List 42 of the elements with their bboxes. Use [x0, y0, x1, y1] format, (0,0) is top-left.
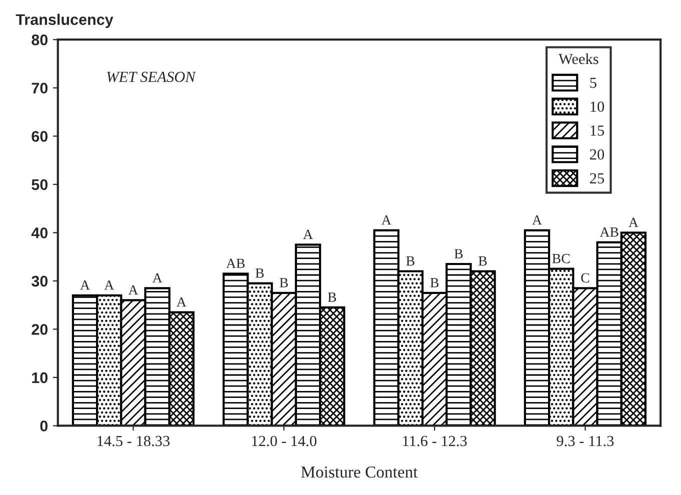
y-tick-label: 20 [32, 324, 48, 335]
y-tick-label: 70 [32, 82, 48, 94]
y-tick-label: 80 [32, 34, 48, 46]
data-label: B [328, 292, 336, 302]
data-label: A [152, 273, 162, 282]
y-tick-label: 50 [32, 179, 48, 190]
data-label: AB [600, 227, 618, 237]
data-label: AB [226, 258, 245, 268]
data-label: B [454, 249, 463, 258]
x-axis-title: Moisture Content [301, 466, 418, 478]
legend-label: 20 [590, 149, 604, 160]
data-label: A [381, 215, 392, 224]
legend-label: 5 [590, 78, 596, 88]
y-tick-label: 30 [32, 276, 48, 287]
data-label: A [104, 280, 114, 290]
data-label: A [532, 215, 542, 224]
y-axis-title: Translucency [16, 14, 114, 28]
data-label: A [303, 230, 313, 239]
legend-title: Weeks [558, 53, 598, 64]
data-label: A [176, 297, 186, 307]
legend-label: 25 [590, 173, 604, 184]
data-label: A [628, 218, 638, 227]
annotation: WET SEASON [107, 72, 196, 82]
y-tick-label: 0 [40, 420, 48, 432]
x-tick-label: 9.3 - 11.3 [556, 436, 614, 446]
data-label: A [80, 280, 90, 290]
data-label: A [128, 285, 138, 294]
x-tick-label: 11.6 - 12.3 [403, 436, 467, 446]
y-tick-label: 10 [32, 372, 48, 384]
legend-label: 15 [590, 126, 604, 136]
data-label: C [581, 273, 590, 283]
y-tick-label: 40 [31, 228, 48, 238]
data-label: BC [552, 254, 570, 264]
data-label: B [280, 278, 288, 288]
data-label: B [406, 256, 414, 266]
data-label: B [256, 268, 264, 278]
data-label: B [430, 278, 439, 288]
legend-label: 10 [590, 102, 604, 112]
x-tick-label: 14.5 - 18.33 [98, 436, 170, 446]
y-tick-label: 60 [32, 130, 48, 142]
x-tick-label: 12.0 - 14.0 [252, 436, 316, 446]
data-label: B [478, 256, 487, 266]
